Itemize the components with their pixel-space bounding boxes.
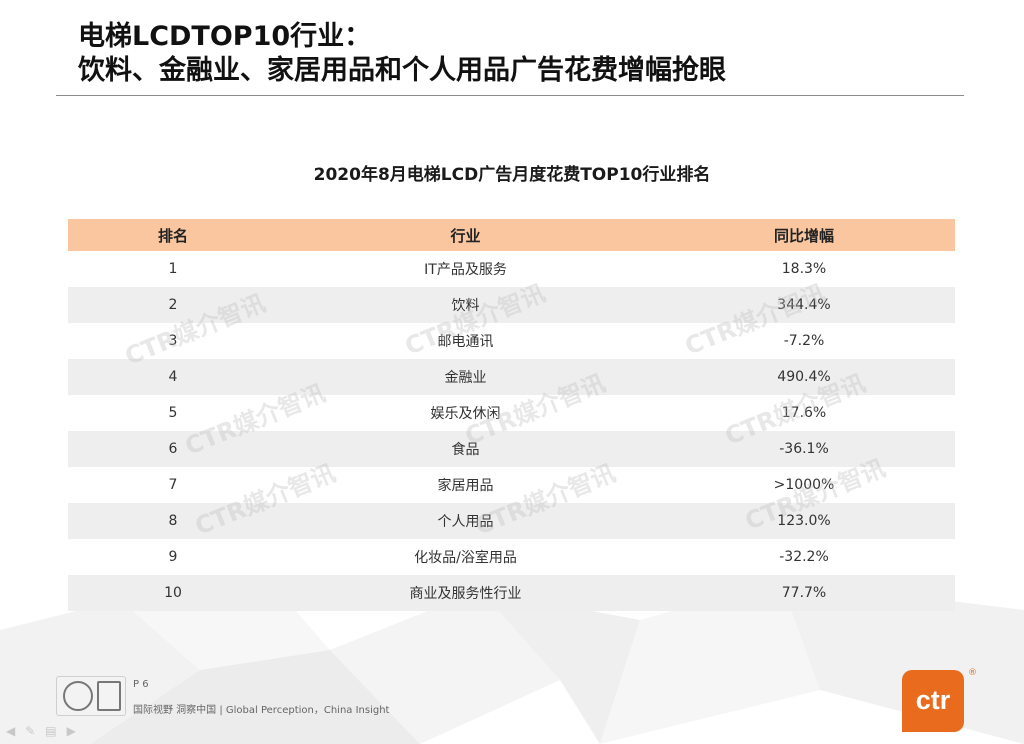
table-row: 8 个人用品 123.0%	[68, 503, 955, 539]
cell-industry: 邮电通讯	[278, 323, 653, 359]
cell-rank: 2	[68, 287, 278, 323]
table-row: 7 家居用品 >1000%	[68, 467, 955, 503]
cell-rank: 9	[68, 539, 278, 575]
ranking-table: 排名 行业 同比增幅 1 IT产品及服务 18.3% 2 饮料 344.4% 3 邮电通讯 -7…	[68, 219, 955, 611]
table-body: 1 IT产品及服务 18.3% 2 饮料 344.4% 3 邮电通讯 -7.2% 4 金融业 490.…	[68, 251, 955, 611]
cell-industry: 商业及服务性行业	[278, 575, 653, 611]
cell-yoy: 77.7%	[653, 575, 955, 611]
nav-next-icon[interactable]: ▶	[66, 724, 86, 738]
cell-yoy: 490.4%	[653, 359, 955, 395]
cell-industry: 个人用品	[278, 503, 653, 539]
cell-yoy: -36.1%	[653, 431, 955, 467]
title-line-1: 电梯LCDTOP10行业：	[78, 21, 372, 52]
title-divider	[56, 95, 964, 96]
table-title: 2020年8月电梯LCD广告月度花费TOP10行业排名	[313, 165, 711, 185]
cell-yoy: 344.4%	[653, 287, 955, 323]
cell-yoy: -7.2%	[653, 323, 955, 359]
cell-rank: 10	[68, 575, 278, 611]
slide-nav-arrows: ◀✎▤▶	[6, 724, 86, 738]
cell-yoy: 17.6%	[653, 395, 955, 431]
cell-rank: 7	[68, 467, 278, 503]
title-line-2: 饮料、金融业、家居用品和个人用品广告花费增幅抢眼	[78, 55, 726, 86]
cell-industry: 金融业	[278, 359, 653, 395]
header-yoy: 同比增幅	[653, 219, 955, 251]
cell-rank: 6	[68, 431, 278, 467]
nav-edit-icon[interactable]: ✎	[25, 724, 46, 738]
cell-industry: 娱乐及休闲	[278, 395, 653, 431]
table-row: 1 IT产品及服务 18.3%	[68, 251, 955, 287]
cell-industry: 家居用品	[278, 467, 653, 503]
table-row: 9 化妆品/浴室用品 -32.2%	[68, 539, 955, 575]
footer-slogan: 国际视野 洞察中国 | Global Perception，China Insi…	[133, 705, 390, 716]
cell-industry: 饮料	[278, 287, 653, 323]
table-row: 10 商业及服务性行业 77.7%	[68, 575, 955, 611]
cell-rank: 1	[68, 251, 278, 287]
cell-rank: 8	[68, 503, 278, 539]
cell-yoy: 123.0%	[653, 503, 955, 539]
cell-rank: 3	[68, 323, 278, 359]
table-header-row: 排名 行业 同比增幅	[68, 219, 955, 251]
cell-industry: IT产品及服务	[278, 251, 653, 287]
cell-rank: 5	[68, 395, 278, 431]
cell-industry: 食品	[278, 431, 653, 467]
certification-seal-icon	[63, 681, 93, 711]
cell-industry: 化妆品/浴室用品	[278, 539, 653, 575]
nav-menu-icon[interactable]: ▤	[45, 724, 67, 738]
cell-yoy: 18.3%	[653, 251, 955, 287]
cell-rank: 4	[68, 359, 278, 395]
ctr-logo: ctr	[902, 670, 964, 732]
registered-mark: ®	[968, 668, 977, 678]
nav-prev-icon[interactable]: ◀	[6, 724, 26, 738]
certification-check-icon	[97, 681, 121, 711]
header-rank: 排名	[68, 219, 278, 251]
cell-yoy: >1000%	[653, 467, 955, 503]
header-industry: 行业	[278, 219, 653, 251]
cell-yoy: -32.2%	[653, 539, 955, 575]
table-row: 4 金融业 490.4%	[68, 359, 955, 395]
table-row: 3 邮电通讯 -7.2%	[68, 323, 955, 359]
certification-badges	[56, 676, 126, 716]
table-row: 2 饮料 344.4%	[68, 287, 955, 323]
table-row: 6 食品 -36.1%	[68, 431, 955, 467]
slide-title: 电梯LCDTOP10行业： 饮料、金融业、家居用品和个人用品广告花费增幅抢眼	[78, 20, 978, 88]
table-row: 5 娱乐及休闲 17.6%	[68, 395, 955, 431]
page-number: P 6	[133, 679, 149, 690]
